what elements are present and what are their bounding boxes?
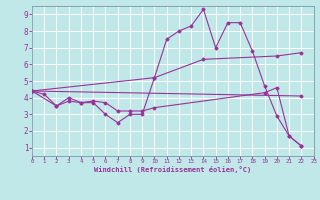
- X-axis label: Windchill (Refroidissement éolien,°C): Windchill (Refroidissement éolien,°C): [94, 166, 252, 173]
